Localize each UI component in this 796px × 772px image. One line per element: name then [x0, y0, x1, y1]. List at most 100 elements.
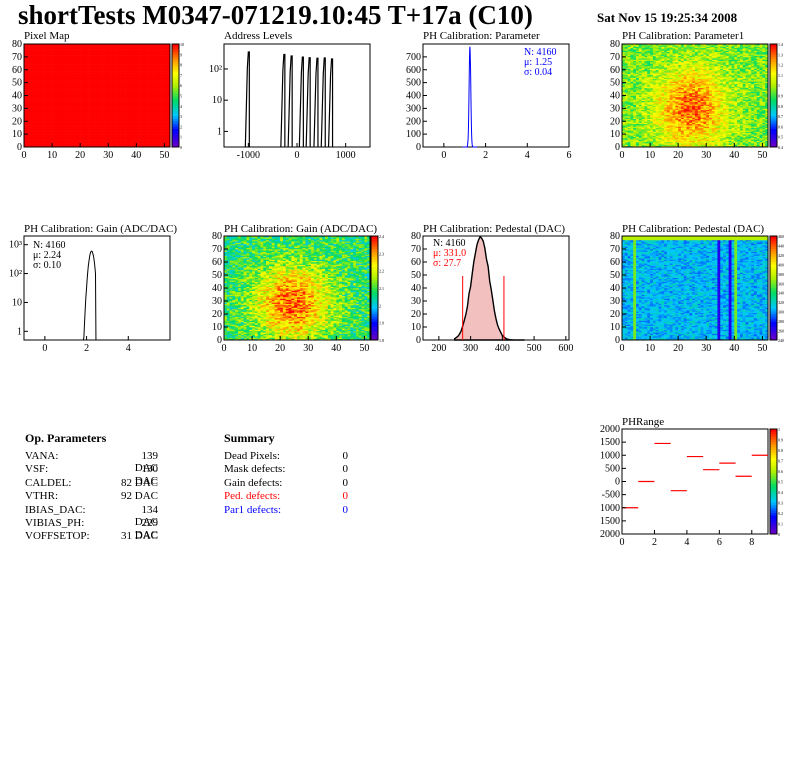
ph-param1-map-cell	[622, 62, 626, 64]
pixel-map-cell	[125, 44, 129, 46]
pixel-map-zscale-band	[172, 103, 179, 107]
pixel-map-cell	[127, 73, 131, 76]
pixel-map-cell	[167, 117, 171, 119]
pixel-map-cell	[147, 92, 151, 95]
pixel-map-cell	[52, 94, 56, 96]
pixel-map-cell	[164, 140, 168, 143]
pixel-map-cell	[97, 137, 101, 140]
pixel-map-cell	[147, 49, 151, 51]
pixel-map-cell	[68, 143, 73, 145]
pixel-map-cell	[99, 113, 103, 116]
pixel-map-cell	[49, 87, 53, 90]
pixel-map-cell	[57, 113, 61, 116]
pixel-map-cell	[60, 112, 64, 114]
pixel-map-cell	[54, 82, 58, 85]
pixel-map-cell	[155, 125, 160, 127]
pixel-map-cell	[49, 98, 53, 100]
pixel-map-cell	[29, 96, 33, 99]
pixel-map-cell	[133, 60, 137, 63]
pixel-map-cell	[161, 90, 165, 92]
pixel-map-cell	[97, 49, 101, 51]
pixel-map-cell	[80, 139, 84, 141]
pixel-map-cell	[150, 94, 154, 96]
pixel-map-cell	[139, 89, 143, 91]
pixel-map-cell	[133, 118, 137, 121]
pixel-map-cell	[122, 76, 126, 78]
pixel-map-cell	[105, 69, 109, 72]
pixel-map-cell	[52, 122, 56, 125]
pixel-map-cell	[26, 77, 30, 80]
pixel-map-cell	[141, 134, 146, 136]
pixel-map-cell	[150, 104, 154, 107]
pixel-map-cell	[32, 83, 36, 86]
pixel-map-cell	[144, 107, 148, 109]
pixel-map-cell	[99, 131, 103, 134]
pixel-map-cell	[52, 117, 56, 119]
pixel-map-cell	[122, 105, 126, 108]
pixel-map-cell	[105, 134, 109, 136]
pixel-map-cell	[133, 127, 137, 130]
pixel-map-cell	[144, 82, 148, 85]
gain-title: PH Calibration: Gain (ADC/DAC)	[24, 223, 178, 235]
pixel-map-cell	[158, 143, 162, 145]
pixel-map-cell	[63, 135, 67, 137]
pixel-map-cell	[52, 132, 56, 135]
pixel-map-cell	[38, 104, 42, 107]
pixel-map-cell	[91, 109, 95, 112]
pixel-map-cell	[46, 67, 50, 69]
pixel-map-cell	[29, 56, 33, 59]
pixel-map-zscale-band	[172, 74, 179, 78]
pixel-map-cell	[150, 68, 154, 71]
pixel-map-cell	[68, 60, 73, 63]
pixel-map-cell	[77, 117, 81, 119]
pixel-map-cell	[29, 94, 33, 96]
pixel-map-cell	[57, 50, 61, 53]
address-levels-title: Address Levels	[224, 30, 293, 42]
ph-param1-map-cell	[641, 131, 645, 134]
pixel-map-cell	[57, 136, 61, 139]
pixel-map-cell	[57, 78, 61, 81]
pixel-map-cell	[71, 44, 75, 46]
pixel-map-cell	[85, 67, 89, 69]
pixel-map-cell	[133, 89, 137, 91]
pixel-map-cell	[147, 44, 151, 46]
pixel-map-zscale-band	[172, 92, 179, 96]
pixel-map-cell	[80, 64, 84, 67]
pixel-map-cell	[54, 121, 58, 123]
pixel-map-zscale-band	[172, 139, 179, 143]
pixel-map-cell	[113, 91, 117, 94]
pixel-map-cell	[54, 128, 58, 131]
pixel-map-cell	[105, 114, 109, 117]
pixel-map-cell	[60, 105, 64, 108]
pixel-map-cell	[108, 47, 112, 50]
pixel-map-cell	[99, 118, 103, 121]
ph-param1-map-cell	[622, 71, 626, 73]
ph-param1-map-cell	[638, 76, 642, 78]
ph-param1-map-cell	[630, 125, 634, 127]
pixel-map-cell	[32, 110, 36, 113]
pixel-map-cell	[141, 51, 146, 54]
pixel-map-cell	[102, 110, 106, 113]
pixel-map-cell	[161, 60, 165, 63]
pixel-map-cell	[105, 59, 109, 62]
ph-param1-map-cell	[636, 45, 640, 47]
pixel-map-cell	[161, 72, 165, 74]
pixel-map-cell	[167, 55, 171, 58]
pixel-map-cell	[141, 116, 146, 118]
pixel-map-cell	[150, 78, 154, 81]
pixel-map-cell	[108, 94, 112, 96]
pixel-map-cell	[122, 134, 126, 136]
pixel-map-cell	[108, 125, 112, 127]
pixel-map-cell	[43, 80, 47, 82]
pixel-map-cell	[136, 101, 140, 104]
pixel-map-cell	[127, 143, 131, 145]
ph-param1-map-cell	[630, 118, 634, 121]
pixel-map-cell	[127, 112, 131, 114]
pixel-map-cell	[139, 56, 143, 59]
ph-param1-map-cell	[638, 123, 642, 126]
ph-param1-map-cell	[641, 128, 645, 131]
pixel-map-cell	[54, 107, 58, 109]
pixel-map-cell	[108, 55, 112, 58]
pixel-map-cell	[74, 55, 78, 58]
